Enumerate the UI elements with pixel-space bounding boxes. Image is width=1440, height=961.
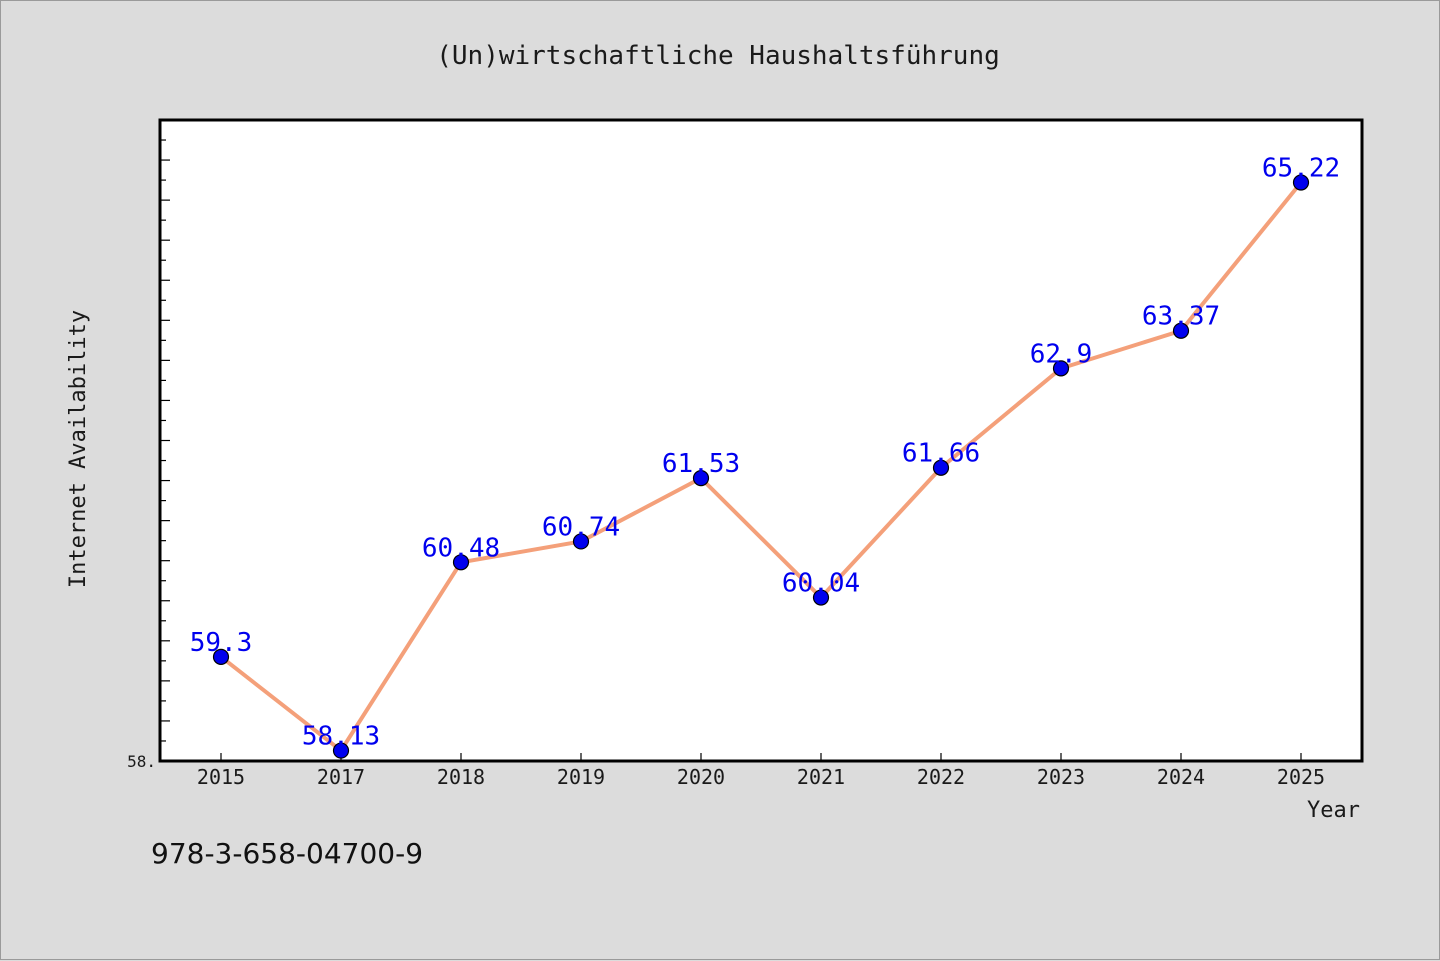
- data-point-marker: [452, 554, 470, 571]
- data-point-marker: [692, 470, 710, 487]
- x-tick-label: 2017: [317, 765, 365, 789]
- y-tick-label: 58.: [127, 752, 156, 771]
- data-point-marker: [1172, 322, 1190, 339]
- x-tick-label: 2023: [1037, 765, 1085, 789]
- data-label: 60.48: [422, 533, 500, 563]
- plot-area: [158, 118, 1364, 763]
- x-axis-ticks: 2015 2017 2018 2019 2020 2021 2022 2023 2024 2025: [197, 753, 1325, 789]
- data-point-marker: [1052, 360, 1070, 377]
- data-point-marker: [212, 648, 230, 665]
- data-point-marker: [332, 742, 350, 759]
- chart-title: (Un)wirtschaftliche Haushaltsführung: [436, 41, 1000, 71]
- x-tick-label: 2020: [677, 765, 725, 789]
- data-label: 62.9: [1030, 339, 1093, 369]
- x-tick-label: 2024: [1157, 765, 1205, 789]
- data-point-marker: [932, 459, 950, 476]
- x-tick-label: 2019: [557, 765, 605, 789]
- x-tick-label: 2021: [797, 765, 845, 789]
- data-point-marker: [1292, 174, 1310, 191]
- y-axis-ticks: 58.: [127, 139, 170, 771]
- x-tick-label: 2015: [197, 765, 245, 789]
- y-axis-label: Internet Availability: [66, 310, 91, 588]
- x-tick-label: 2018: [437, 765, 485, 789]
- series-line-group: 59.3 58.13 60.48 60.74 61.53 60.04 61.66 62.9 63…: [190, 153, 1340, 759]
- x-tick-label: 2022: [917, 765, 965, 789]
- isbn-text: 978-3-658-04700-9: [151, 837, 424, 870]
- data-point-marker: [572, 533, 590, 550]
- data-label: 59.3: [190, 628, 253, 658]
- data-label: 61.53: [662, 449, 740, 479]
- x-tick-label: 2025: [1277, 765, 1325, 789]
- data-label: 61.66: [902, 439, 980, 469]
- series-line: [219, 180, 1303, 753]
- data-point-marker: [812, 589, 830, 606]
- data-label: 60.04: [782, 569, 860, 599]
- data-label: 60.74: [542, 512, 620, 542]
- data-label: 63.37: [1142, 302, 1220, 332]
- x-axis-label: Year: [1307, 798, 1360, 823]
- data-label: 58.13: [302, 722, 380, 752]
- data-label: 65.22: [1262, 153, 1340, 183]
